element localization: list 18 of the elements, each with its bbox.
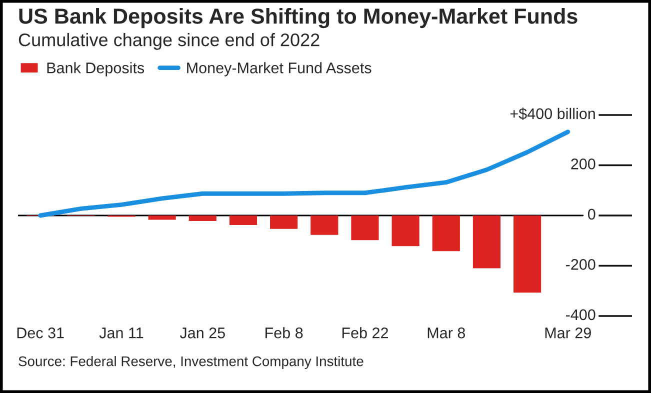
line-series: [38, 130, 570, 218]
x-tick-label: Mar 8: [428, 328, 465, 338]
chart-title: US Bank Deposits Are Shifting to Money-Market Funds: [19, 8, 578, 28]
legend-label: Money-Market Fund Assets: [187, 62, 372, 76]
source-note: Source: Federal Reserve, Investment Company Institute: [18, 356, 364, 369]
chart-subtitle: Cumulative change since end of 2022: [18, 33, 320, 50]
x-tick-label: Feb 22: [342, 327, 388, 338]
x-tick-label: Jan 25: [180, 328, 225, 338]
legend-label: Bank Deposits: [47, 62, 144, 76]
y-tick-label: 200: [571, 158, 596, 170]
x-tick-label: Dec 31: [17, 328, 64, 338]
y-tick-label: +$400 billion: [510, 108, 595, 120]
y-tick-label: -400: [566, 309, 596, 320]
x-tick-label: Jan 11: [99, 328, 144, 338]
y-tick-label: -200: [566, 259, 596, 270]
x-tick-label: Mar 29: [545, 328, 591, 338]
y-tick-label: 0: [588, 208, 596, 220]
x-tick-label: Feb 8: [266, 327, 303, 338]
